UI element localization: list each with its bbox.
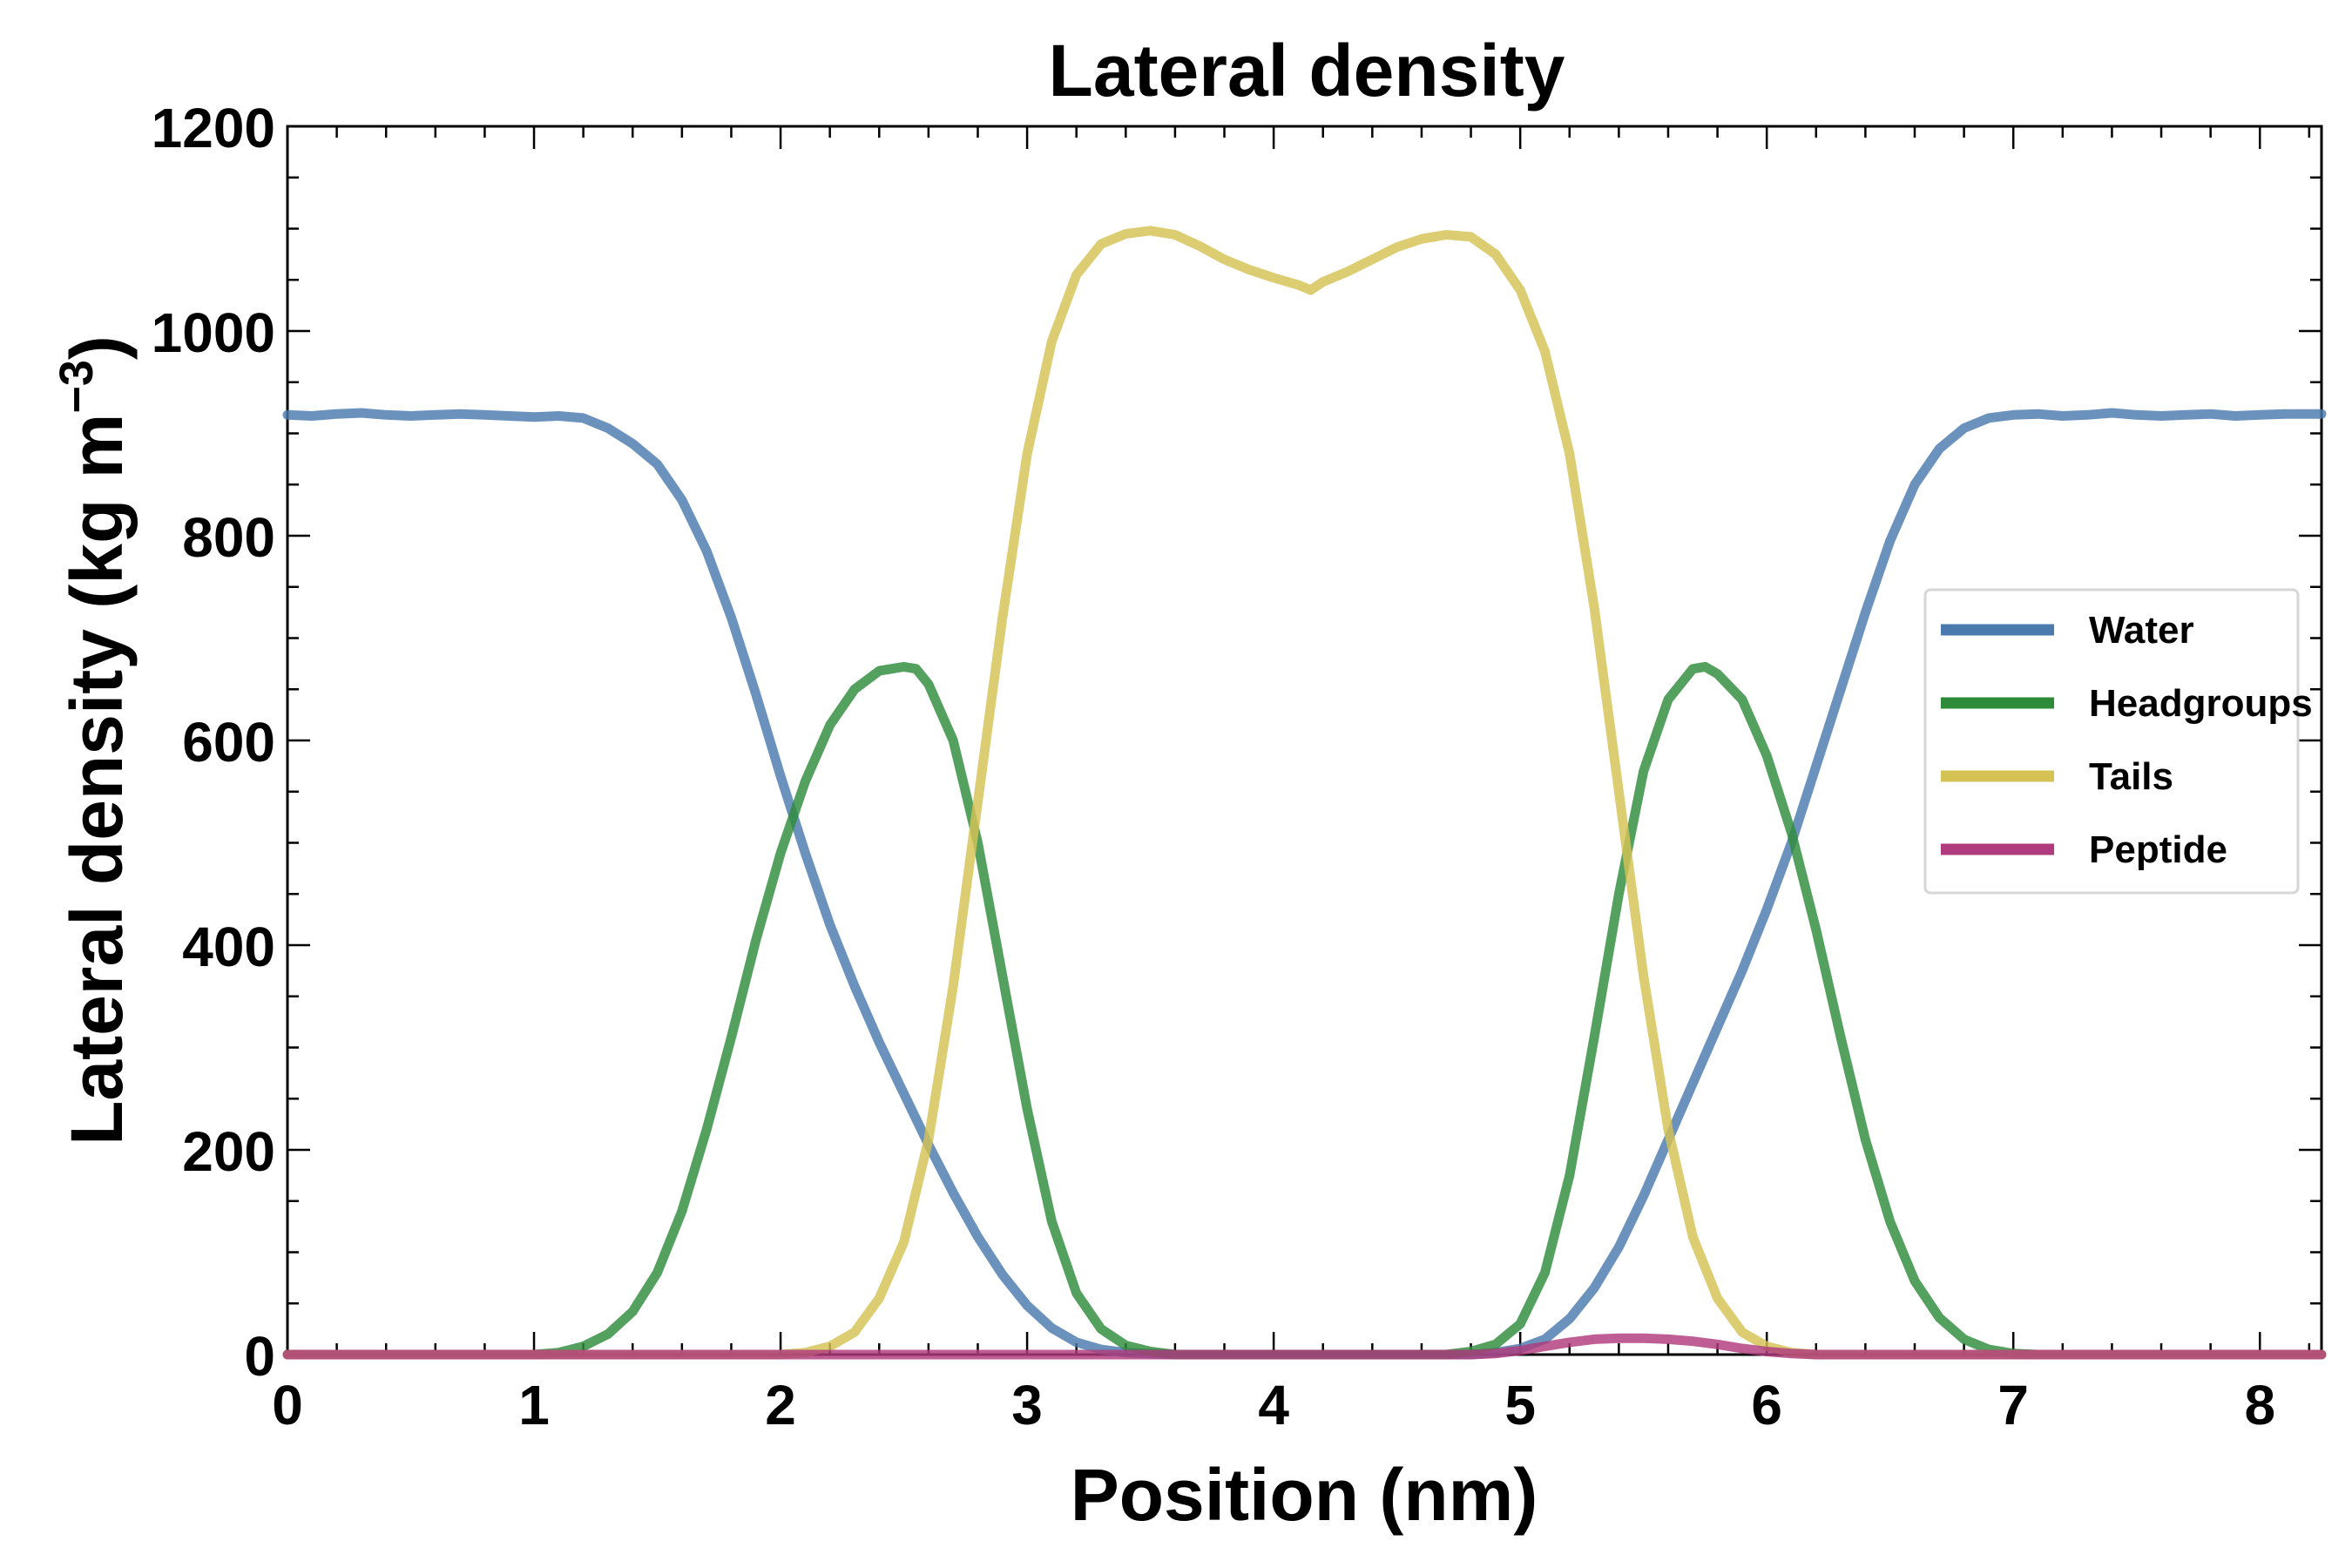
x-tick-label: 6 [1751,1374,1782,1436]
x-tick-label: 0 [272,1374,303,1436]
y-axis-label-main: Lateral density (kg m [56,414,138,1146]
x-axis-label: Position (nm) [1071,1454,1538,1536]
x-tick-label: 4 [1258,1374,1289,1436]
series-line-tails [282,226,2327,1360]
legend: Water Headgroups Tails Peptide [1923,588,2313,895]
x-tick-label: 3 [1011,1374,1043,1436]
chart-title: Lateral density [1049,30,1565,112]
series-layer [282,226,2327,1360]
legend-box [1923,588,2300,895]
axis-tick-labels: 0 1 2 3 4 5 6 7 8 0 200 400 600 800 1000 1200 [152,97,2275,1436]
x-tick-label: 7 [1997,1374,2029,1436]
axis-ticks [286,125,2322,1356]
x-tick-label: 8 [2244,1374,2275,1436]
y-axis-label-superscript: −3 [51,360,103,414]
legend-label-water: Water [2089,609,2194,652]
y-tick-label: 1200 [152,97,275,159]
y-axis-label: Lateral density (kg m−3) [51,335,138,1146]
y-tick-label: 200 [182,1120,275,1183]
legend-label-peptide: Peptide [2089,828,2227,871]
series-line-peptide [282,1333,2327,1360]
y-tick-label: 0 [244,1325,275,1388]
y-tick-label: 1000 [152,301,275,364]
x-tick-label: 2 [765,1374,796,1436]
legend-label-headgroups: Headgroups [2089,682,2313,725]
y-axis-label-close: ) [56,335,138,360]
y-tick-label: 800 [182,506,275,569]
x-tick-label: 1 [518,1374,550,1436]
y-tick-label: 600 [182,711,275,774]
x-tick-label: 5 [1504,1374,1536,1436]
legend-label-tails: Tails [2089,755,2173,798]
y-tick-label: 400 [182,916,275,978]
